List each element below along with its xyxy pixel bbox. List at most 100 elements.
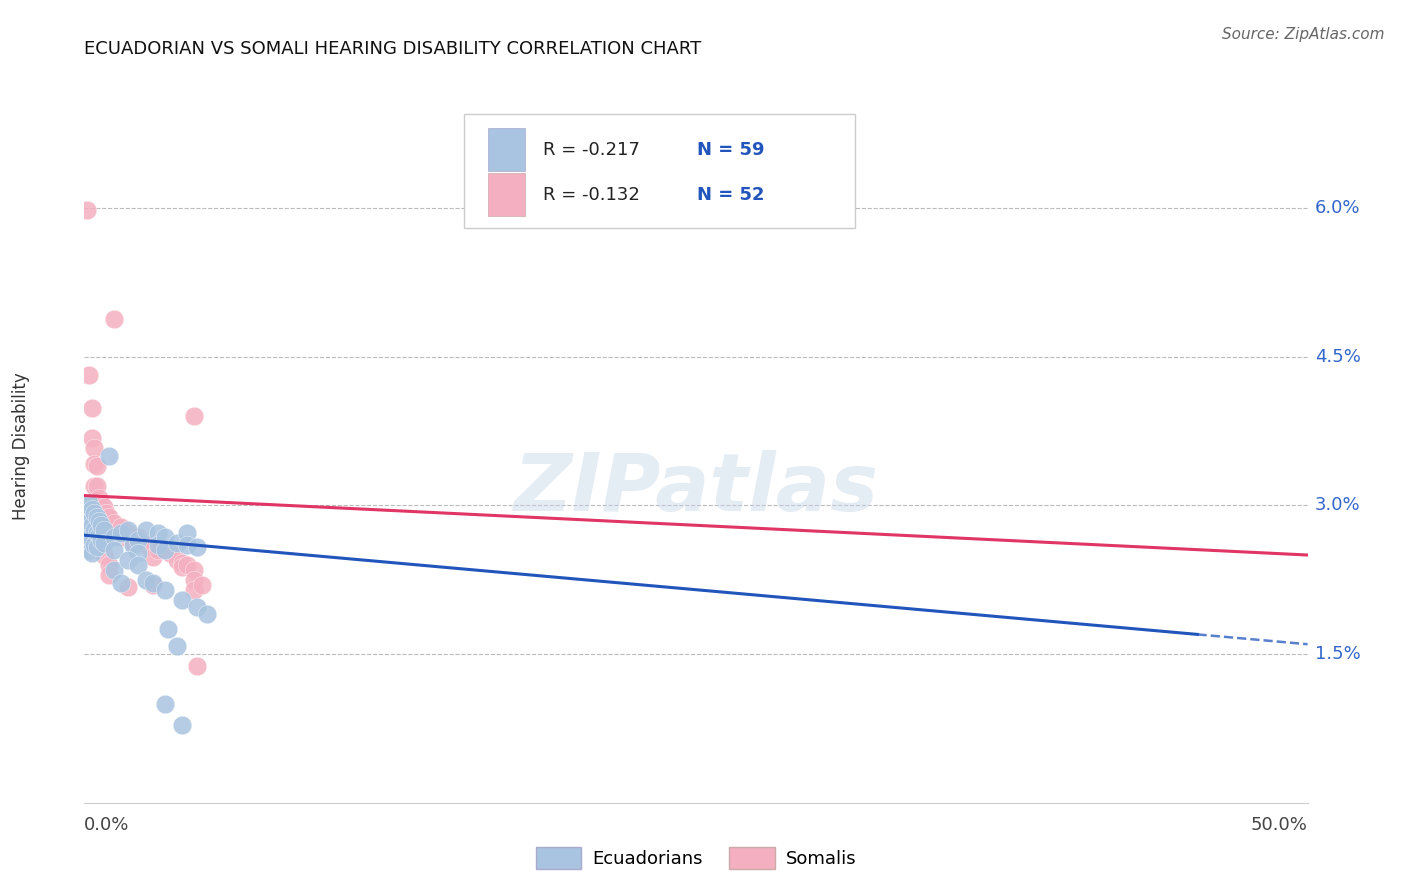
Point bbox=[86, 458, 108, 473]
Point bbox=[142, 540, 165, 554]
Point bbox=[87, 491, 110, 505]
Point bbox=[195, 607, 218, 622]
Point bbox=[153, 530, 176, 544]
Point bbox=[103, 312, 125, 326]
Point bbox=[76, 526, 98, 541]
Point bbox=[153, 582, 176, 597]
Point bbox=[186, 540, 208, 554]
Point bbox=[83, 441, 105, 455]
Point bbox=[97, 520, 120, 534]
Point bbox=[80, 401, 103, 416]
Text: N = 52: N = 52 bbox=[697, 186, 765, 203]
Point bbox=[90, 533, 112, 548]
Point bbox=[183, 573, 205, 587]
Point bbox=[135, 573, 157, 587]
Point bbox=[146, 538, 169, 552]
Text: Hearing Disability: Hearing Disability bbox=[13, 372, 30, 520]
Point bbox=[86, 526, 108, 541]
Point bbox=[135, 523, 157, 537]
Point bbox=[77, 368, 100, 382]
FancyBboxPatch shape bbox=[464, 114, 855, 228]
Text: 4.5%: 4.5% bbox=[1315, 348, 1361, 366]
Point bbox=[146, 526, 169, 541]
Text: ZIPatlas: ZIPatlas bbox=[513, 450, 879, 528]
Point bbox=[87, 514, 110, 528]
Point bbox=[186, 659, 208, 673]
Text: Source: ZipAtlas.com: Source: ZipAtlas.com bbox=[1222, 27, 1385, 42]
Point bbox=[97, 449, 120, 463]
Point bbox=[103, 516, 125, 531]
Point bbox=[83, 523, 105, 537]
Point bbox=[166, 553, 188, 567]
Legend: Ecuadorians, Somalis: Ecuadorians, Somalis bbox=[529, 839, 863, 876]
Point bbox=[80, 431, 103, 445]
Point bbox=[159, 546, 181, 560]
Point bbox=[110, 530, 132, 544]
Point bbox=[156, 623, 179, 637]
Point bbox=[186, 599, 208, 614]
Text: R = -0.217: R = -0.217 bbox=[543, 141, 640, 159]
Point bbox=[86, 510, 108, 524]
Point bbox=[117, 553, 139, 567]
Point bbox=[76, 203, 98, 218]
Point bbox=[166, 639, 188, 653]
Point bbox=[86, 493, 108, 508]
Point bbox=[176, 538, 198, 552]
Point bbox=[76, 538, 98, 552]
Point bbox=[153, 543, 176, 558]
Point bbox=[172, 560, 194, 574]
Point bbox=[135, 538, 157, 552]
Text: N = 59: N = 59 bbox=[697, 141, 765, 159]
Point bbox=[172, 556, 194, 570]
Point bbox=[183, 409, 205, 424]
Point bbox=[77, 496, 100, 510]
Point bbox=[127, 530, 149, 544]
Point bbox=[191, 578, 214, 592]
Text: 50.0%: 50.0% bbox=[1251, 816, 1308, 834]
Point bbox=[87, 500, 110, 515]
Point bbox=[96, 516, 118, 531]
Point bbox=[117, 528, 139, 542]
Point bbox=[86, 478, 108, 492]
Point bbox=[86, 540, 108, 554]
Point bbox=[172, 718, 194, 732]
Text: R = -0.132: R = -0.132 bbox=[543, 186, 640, 203]
Point bbox=[153, 697, 176, 711]
Text: 0.0%: 0.0% bbox=[84, 816, 129, 834]
Text: ECUADORIAN VS SOMALI HEARING DISABILITY CORRELATION CHART: ECUADORIAN VS SOMALI HEARING DISABILITY … bbox=[84, 40, 702, 58]
Point bbox=[93, 548, 115, 562]
Point bbox=[127, 533, 149, 548]
Point bbox=[93, 500, 115, 515]
Text: 6.0%: 6.0% bbox=[1315, 199, 1360, 217]
Point bbox=[142, 578, 165, 592]
Point bbox=[103, 526, 125, 541]
Point bbox=[122, 536, 145, 550]
Point bbox=[96, 507, 118, 521]
Point bbox=[142, 549, 165, 564]
Point bbox=[117, 580, 139, 594]
Point bbox=[93, 523, 115, 537]
Point bbox=[97, 558, 120, 572]
Point bbox=[93, 510, 115, 524]
Point bbox=[87, 510, 110, 524]
Point bbox=[97, 567, 120, 582]
Point bbox=[103, 530, 125, 544]
Point bbox=[80, 533, 103, 548]
Point bbox=[76, 500, 98, 515]
Point bbox=[103, 563, 125, 577]
Point bbox=[90, 518, 112, 533]
Point bbox=[117, 526, 139, 541]
Point bbox=[83, 507, 105, 521]
Point bbox=[83, 538, 105, 552]
Point bbox=[93, 536, 115, 550]
Point bbox=[166, 536, 188, 550]
Point bbox=[117, 523, 139, 537]
FancyBboxPatch shape bbox=[488, 128, 524, 171]
Point bbox=[122, 538, 145, 552]
Point bbox=[176, 558, 198, 572]
Point bbox=[127, 546, 149, 560]
Point bbox=[90, 518, 112, 533]
Point bbox=[110, 526, 132, 541]
Point bbox=[142, 575, 165, 590]
Point bbox=[77, 543, 100, 558]
